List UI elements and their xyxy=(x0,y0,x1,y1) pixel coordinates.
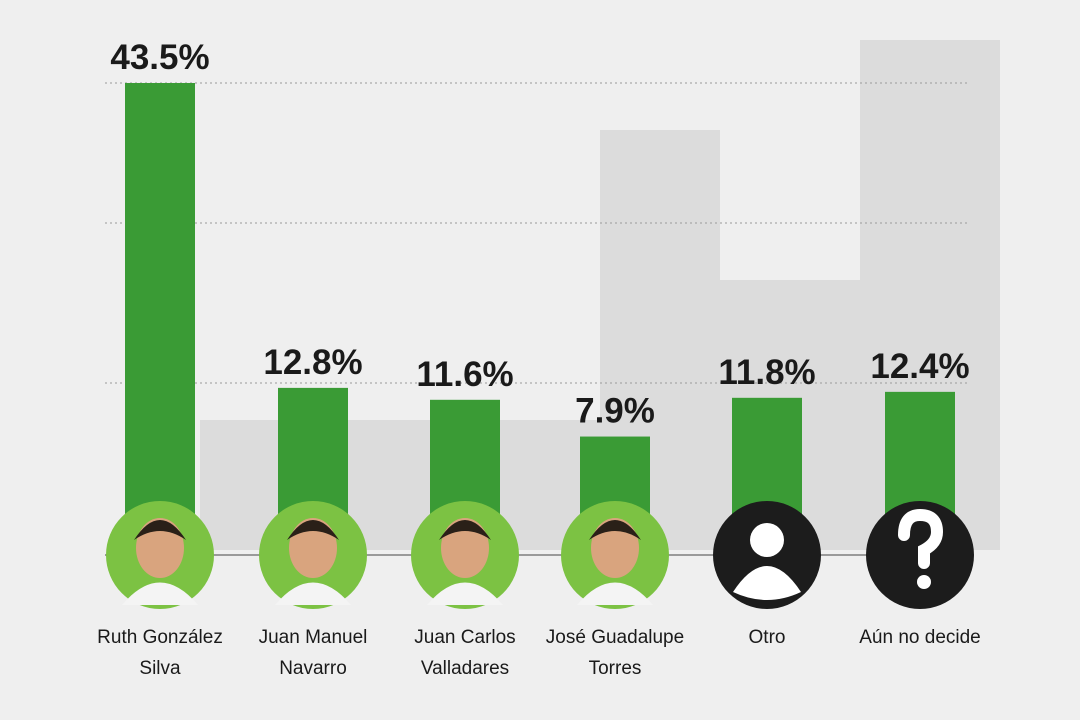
avatar-face xyxy=(441,518,489,578)
icon-question-dot xyxy=(917,575,931,589)
avatar-hair xyxy=(439,520,491,540)
category-label: Juan Manuel Navarro xyxy=(258,627,368,679)
avatar-body xyxy=(122,582,198,605)
category-label: Ruth González Silva xyxy=(97,627,223,679)
category-label-box: Juan Manuel Navarro xyxy=(258,627,368,679)
icon-head xyxy=(750,523,784,557)
bar xyxy=(430,399,500,515)
category-label-box: José Guadalupe Torres xyxy=(545,627,685,679)
avatar-hair xyxy=(287,520,339,540)
avatar-body xyxy=(577,582,653,605)
value-label: 12.8% xyxy=(263,343,362,382)
category-label: José Guadalupe Torres xyxy=(545,627,685,679)
category-label: Otro xyxy=(748,627,786,648)
category-label: Aún no decide xyxy=(859,627,981,648)
value-label: 12.4% xyxy=(870,347,969,386)
avatar xyxy=(866,501,974,609)
avatar-body xyxy=(275,582,351,605)
icon-question xyxy=(898,508,944,569)
avatar-body xyxy=(427,582,503,605)
avatar xyxy=(713,501,821,609)
guide-lines xyxy=(105,82,970,384)
bar xyxy=(278,387,348,515)
bar xyxy=(125,83,195,515)
avatar-face xyxy=(136,518,184,578)
avatar xyxy=(411,501,519,609)
category-label-box: Juan Carlos Valladares xyxy=(414,627,516,679)
avatar-face xyxy=(591,518,639,578)
value-label: 11.6% xyxy=(416,355,513,394)
category-label-box: Aún no decide xyxy=(859,627,981,648)
value-label: 11.8% xyxy=(718,353,815,392)
bar xyxy=(732,397,802,515)
category-label-box: Otro xyxy=(748,627,786,648)
avatar-hair xyxy=(589,520,641,540)
avatar-hair xyxy=(134,520,186,540)
bar xyxy=(885,391,955,515)
avatar xyxy=(561,501,669,609)
avatar xyxy=(259,501,367,609)
category-label: Juan Carlos Valladares xyxy=(414,627,516,679)
icon-body xyxy=(733,566,801,600)
category-label-box: Ruth González Silva xyxy=(97,627,223,679)
avatar xyxy=(106,501,214,609)
avatar-face xyxy=(289,518,337,578)
value-label: 43.5% xyxy=(110,38,209,77)
value-label: 7.9% xyxy=(575,392,655,431)
